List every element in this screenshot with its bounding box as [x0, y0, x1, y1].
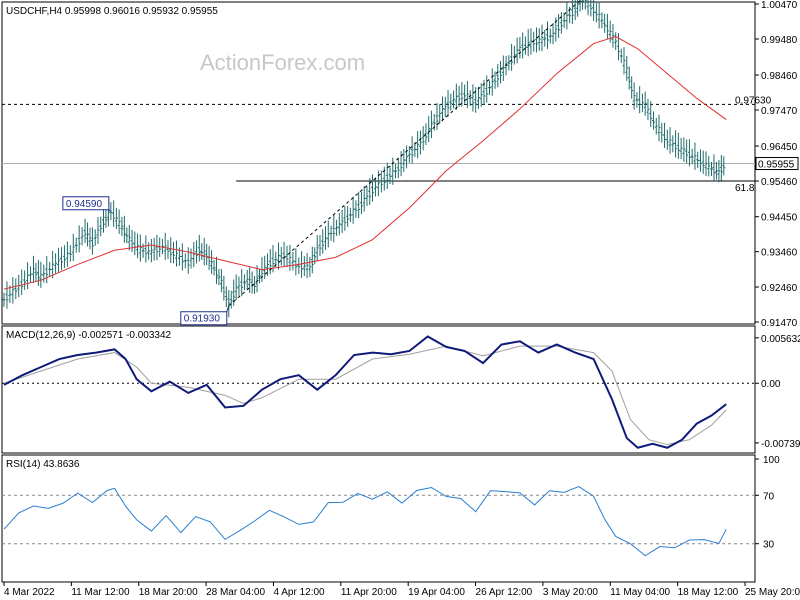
macd-y-tick-label: 0.00 [761, 379, 781, 390]
rsi-y-ticks: 100 70 30 [755, 455, 780, 551]
x-tick-label: 11 May 04:00 [610, 587, 670, 598]
price-y-tick-label: 0.92460 [761, 283, 798, 294]
macd-series-line [3, 335, 727, 449]
macd-panel-header: MACD(12,26,9) -0.002571 -0.003342 [6, 330, 172, 341]
rsi-panel-header: RSI(14) 43.8636 [6, 459, 80, 470]
x-tick-label: 4 Apr 12:00 [273, 587, 325, 598]
annotation-label: 0.91930 [184, 314, 221, 325]
annotation-label: 0.94590 [66, 199, 103, 210]
rsi-y-tick-label: 70 [763, 491, 775, 502]
price-y-tick-label: 0.96450 [761, 142, 798, 153]
x-tick-label: 19 Apr 04:00 [408, 587, 465, 598]
x-tick-label: 28 Mar 04:00 [206, 587, 265, 598]
price-y-tick-label: 0.91470 [761, 318, 798, 329]
price-y-ticks: 1.00470 0.99480 0.98460 0.97470 0.96450 0.954… [755, 0, 799, 329]
macd-y-ticks: 0.005632 0.00 -0.007395 [755, 334, 800, 450]
rsi-panel-frame [1, 454, 756, 583]
price-moving-average [3, 35, 727, 290]
rsi-lines [2, 485, 755, 557]
annotation-box [180, 311, 228, 326]
macd-panel-frame [1, 325, 756, 454]
annotation-1: 0.91930 [180, 305, 230, 326]
price-y-tick-label: 0.98460 [761, 71, 798, 82]
price-trendline [228, 0, 582, 307]
macd-y-tick-label: -0.007395 [761, 439, 800, 450]
price-y-tick-label: 0.93460 [761, 248, 798, 259]
x-axis-ticks: 4 Mar 2022 11 Mar 12:00 18 Mar 20:00 28 Mar… [3, 582, 800, 598]
annotation-connector [226, 305, 230, 312]
x-tick-label: 11 Apr 20:00 [341, 587, 397, 598]
price-y-tick-label: 0.94450 [761, 213, 798, 224]
rsi-y-tick-label: 30 [763, 540, 775, 551]
price-bars [2, 0, 726, 318]
x-tick-label: 11 Mar 12:00 [71, 587, 130, 598]
level-label-0: 0.97630 [735, 95, 772, 106]
macd-lines [2, 335, 755, 449]
price-panel-frame [1, 1, 756, 325]
rsi-series-line [3, 485, 727, 557]
price-y-tick-label: 0.95460 [761, 177, 798, 188]
rsi-y-tick-label: 100 [763, 455, 780, 466]
level-label-1: 61.8 [735, 183, 755, 194]
macd-series-line [3, 345, 727, 446]
watermark: ActionForex.com [200, 50, 365, 75]
annotation-box [62, 196, 110, 211]
macd-y-tick-label: 0.005632 [761, 334, 800, 345]
price-levels: 0.97630 61.8 [2, 95, 772, 194]
price-y-tick-label: 0.99480 [761, 35, 798, 46]
trendline [228, 0, 582, 307]
x-tick-label: 18 Mar 20:00 [139, 587, 198, 598]
price-y-tick-label: 0.97470 [761, 106, 798, 117]
price-panel-header: USDCHF,H4 0.95998 0.96016 0.95932 0.9595… [6, 6, 218, 17]
x-tick-label: 26 Apr 12:00 [476, 587, 533, 598]
current-price-label: 0.95955 [758, 160, 795, 171]
x-tick-label: 4 Mar 2022 [4, 587, 55, 598]
current-price-box [755, 157, 799, 171]
x-tick-label: 3 May 20:00 [543, 587, 598, 598]
x-tick-label: 18 May 12:00 [678, 587, 739, 598]
x-tick-label: 25 May 20:00 [745, 587, 800, 598]
annotation-0: 0.94590 [62, 196, 112, 213]
price-y-tick-label: 1.00470 [761, 0, 798, 11]
moving-average-line [3, 35, 727, 290]
annotation-connector [108, 209, 112, 213]
